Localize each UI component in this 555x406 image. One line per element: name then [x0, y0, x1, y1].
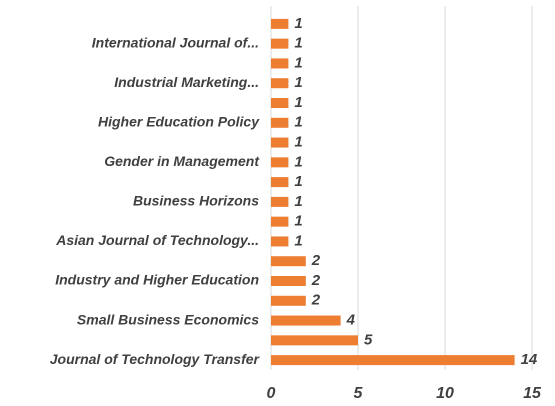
data-label: 1 — [294, 173, 302, 190]
bar — [271, 295, 306, 306]
data-label: 1 — [294, 134, 302, 151]
data-label: 1 — [294, 232, 302, 249]
data-label: 1 — [294, 54, 302, 71]
bar — [271, 236, 289, 247]
bar — [271, 157, 289, 168]
bar — [271, 335, 358, 346]
bar — [271, 315, 341, 326]
bar — [271, 58, 289, 69]
data-label: 1 — [294, 193, 302, 210]
data-label: 14 — [521, 351, 538, 368]
x-tick-label: 15 — [523, 385, 542, 402]
data-label: 1 — [294, 114, 302, 131]
data-label: 5 — [364, 331, 373, 348]
data-label: 1 — [294, 35, 302, 52]
bar — [271, 177, 289, 188]
y-tick-label: Asian Journal of Technology... — [55, 232, 259, 248]
bar — [271, 117, 289, 128]
data-label: 1 — [294, 94, 302, 111]
data-label: 2 — [311, 292, 321, 309]
bar — [271, 38, 289, 49]
y-tick-label: Gender in Management — [104, 153, 260, 169]
bar — [271, 276, 306, 286]
bar — [271, 355, 515, 366]
y-tick-label: International Journal of... — [92, 34, 259, 50]
y-tick-label: Industry and Higher Education — [55, 272, 259, 288]
bar — [271, 78, 289, 89]
bar — [271, 137, 289, 148]
data-label: 4 — [346, 312, 356, 329]
data-label: 2 — [311, 252, 321, 269]
bar — [271, 98, 289, 108]
data-label: 1 — [294, 213, 302, 230]
bar — [271, 18, 289, 29]
y-tick-label: Journal of Technology Transfer — [50, 351, 261, 367]
x-tick-label: 10 — [436, 385, 454, 402]
y-tick-label: Business Horizons — [133, 193, 259, 209]
y-tick-label: Industrial Marketing... — [114, 74, 259, 90]
data-label: 1 — [294, 15, 302, 32]
data-label: 1 — [294, 74, 302, 91]
bar — [271, 256, 306, 267]
bar — [271, 196, 289, 207]
x-tick-label: 0 — [267, 385, 276, 402]
x-tick-label: 5 — [354, 385, 364, 402]
data-label: 2 — [311, 272, 321, 289]
y-tick-label: Higher Education Policy — [98, 113, 260, 129]
y-tick-label: Small Business Economics — [77, 311, 259, 327]
data-label: 1 — [294, 153, 302, 170]
bar — [271, 216, 289, 227]
